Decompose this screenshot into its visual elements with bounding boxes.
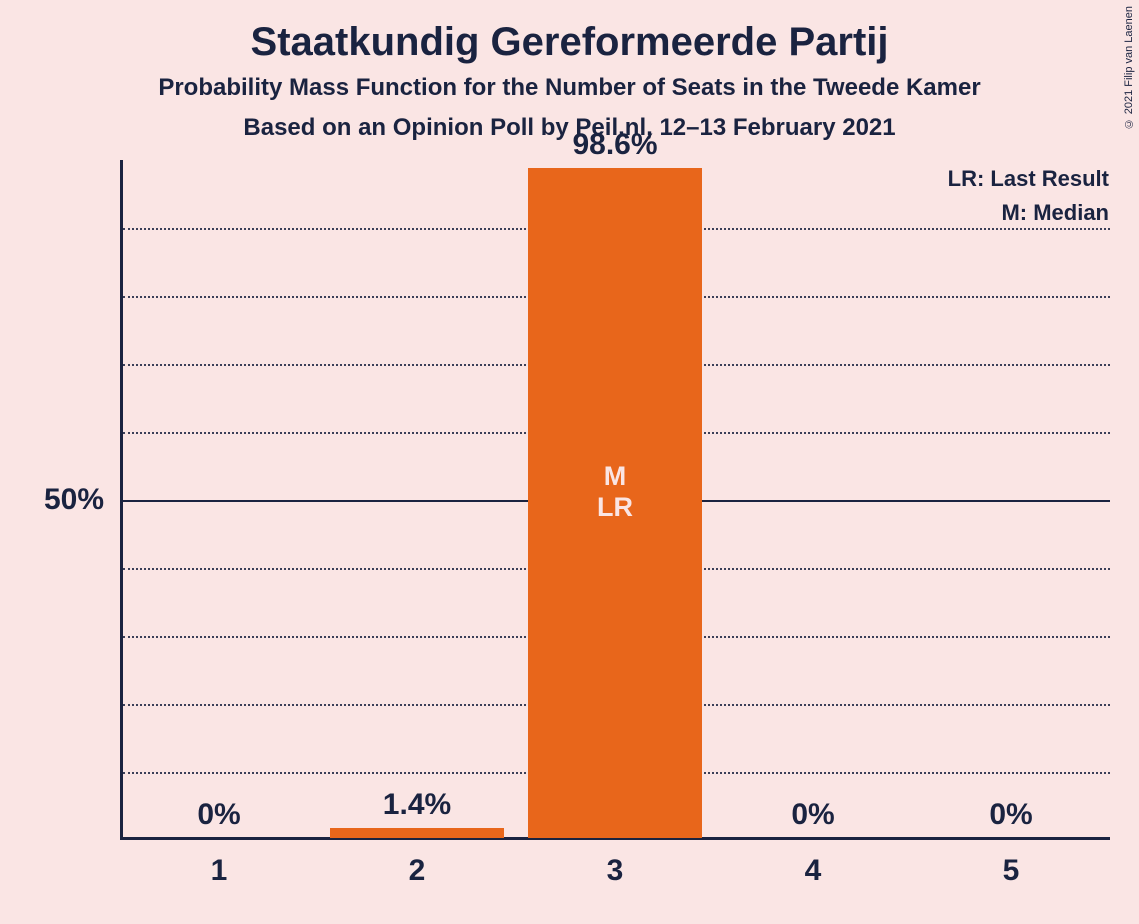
x-tick-label: 5 <box>961 854 1061 888</box>
chart-root: Staatkundig Gereformeerde Partij Probabi… <box>0 0 1139 924</box>
bar-value-label: 0% <box>119 798 319 832</box>
bar-value-label: 98.6% <box>515 128 715 162</box>
x-tick-label: 2 <box>367 854 467 888</box>
x-tick-label: 3 <box>565 854 665 888</box>
bar-value-label: 0% <box>911 798 1111 832</box>
chart-subtitle-1: Probability Mass Function for the Number… <box>0 74 1139 102</box>
bar-value-label: 1.4% <box>317 788 517 822</box>
bar-value-label: 0% <box>713 798 913 832</box>
copyright-text: © 2021 Filip van Laenen <box>1123 6 1135 129</box>
plot-area: 50%0%11.4%298.6%3MLR0%40%5 <box>120 160 1110 840</box>
y-tick-label: 50% <box>44 483 104 517</box>
x-tick-label: 4 <box>763 854 863 888</box>
x-tick-label: 1 <box>169 854 269 888</box>
chart-title: Staatkundig Gereformeerde Partij <box>0 20 1139 65</box>
bar-marker-label: MLR <box>515 461 715 523</box>
bar <box>330 828 504 838</box>
